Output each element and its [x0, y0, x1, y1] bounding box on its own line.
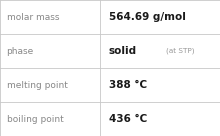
Text: 564.69 g/mol: 564.69 g/mol [109, 12, 186, 22]
Text: phase: phase [7, 47, 34, 55]
Text: 388 °C: 388 °C [109, 80, 147, 90]
Text: melting point: melting point [7, 81, 68, 89]
Text: solid: solid [109, 46, 137, 56]
Text: 436 °C: 436 °C [109, 114, 147, 124]
Text: molar mass: molar mass [7, 13, 59, 21]
Text: (at STP): (at STP) [166, 48, 195, 54]
Text: boiling point: boiling point [7, 115, 63, 123]
